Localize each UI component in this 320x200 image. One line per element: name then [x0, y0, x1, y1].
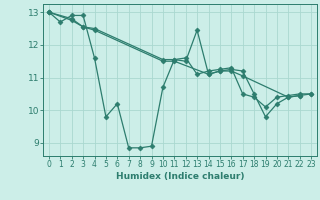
X-axis label: Humidex (Indice chaleur): Humidex (Indice chaleur) [116, 172, 244, 181]
